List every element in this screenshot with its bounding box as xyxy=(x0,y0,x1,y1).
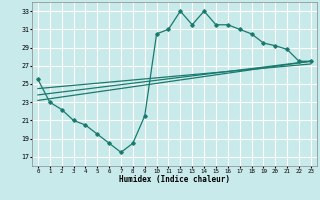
X-axis label: Humidex (Indice chaleur): Humidex (Indice chaleur) xyxy=(119,175,230,184)
